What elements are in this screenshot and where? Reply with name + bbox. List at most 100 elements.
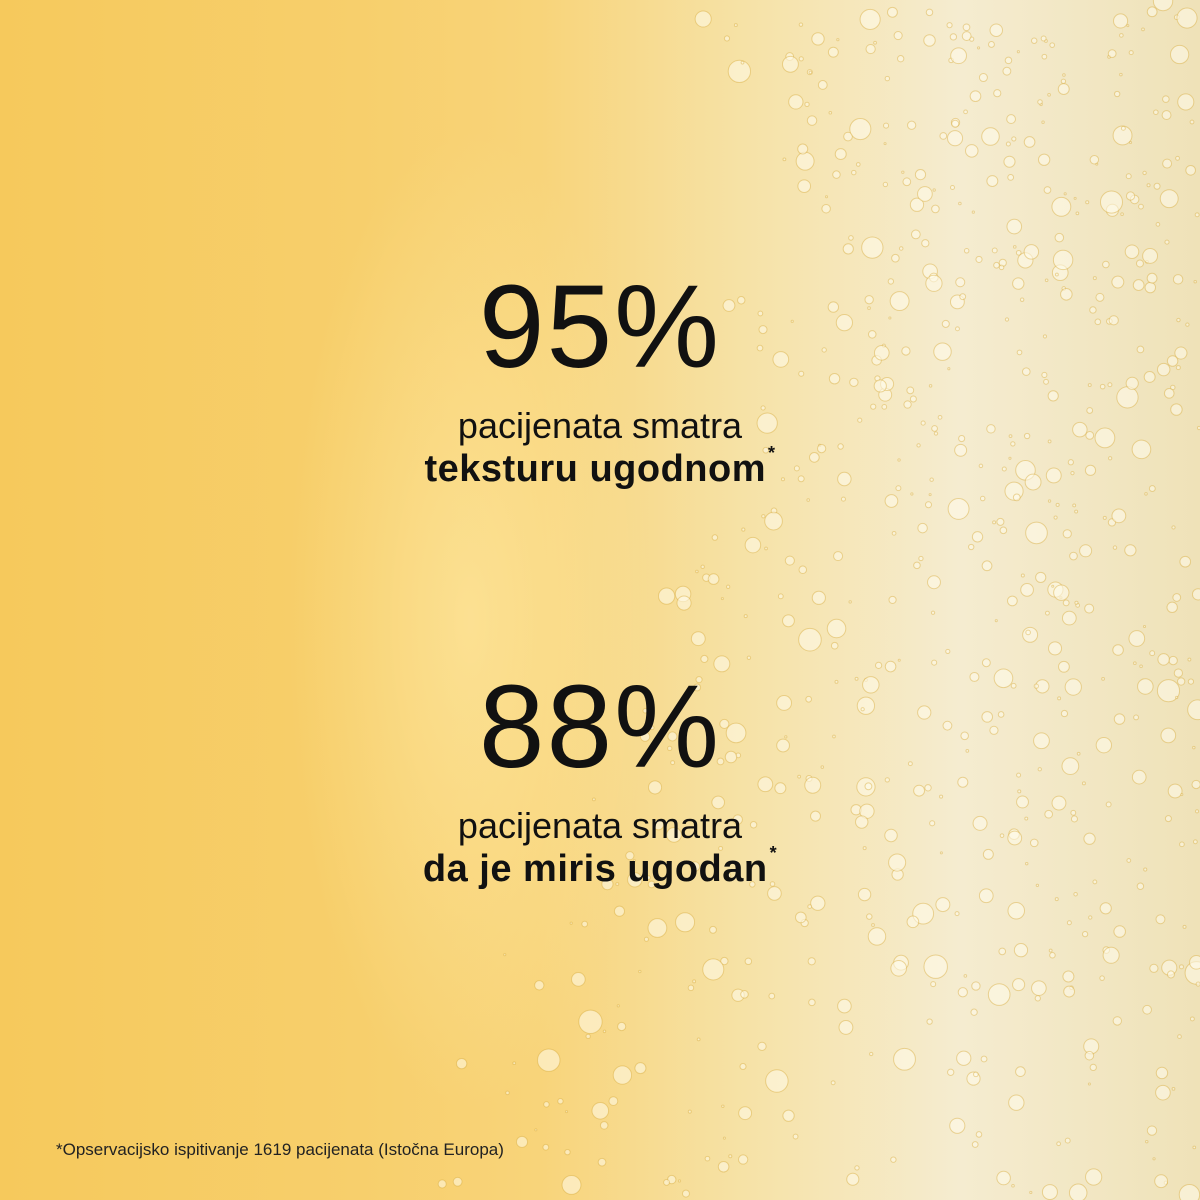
bubble (1154, 183, 1160, 189)
bubble (947, 23, 952, 28)
bubble (892, 254, 900, 262)
bubble (1170, 45, 1188, 63)
bubble (1063, 74, 1066, 77)
bubble (544, 1102, 549, 1107)
bubble (936, 898, 950, 912)
bubble (1112, 509, 1126, 523)
bubble (1167, 602, 1177, 612)
bubble (849, 236, 854, 241)
bubble (1146, 1140, 1148, 1142)
bubble (1163, 159, 1172, 168)
bubble (828, 47, 838, 57)
bubble (740, 1063, 746, 1069)
bubble (701, 565, 704, 568)
bubble (959, 202, 962, 205)
bubble (1090, 156, 1098, 164)
bubble (808, 905, 812, 909)
bubble (1120, 73, 1122, 75)
bubble (1100, 191, 1122, 213)
bubble (695, 11, 711, 27)
bubble (972, 211, 974, 213)
bubble (1085, 604, 1094, 613)
bubble (1113, 546, 1116, 549)
bubble (1021, 574, 1024, 577)
bubble (918, 187, 933, 202)
bubble (812, 591, 825, 604)
bubble (964, 249, 968, 253)
bubble (969, 544, 974, 549)
bubble (891, 1157, 896, 1162)
bubble (1176, 156, 1180, 160)
bubble (972, 532, 982, 542)
bubble (926, 9, 932, 15)
bubble (644, 937, 648, 941)
bubble (849, 601, 851, 603)
bubble (1178, 1035, 1182, 1039)
bubble (1143, 1005, 1152, 1014)
bubble (1014, 944, 1027, 957)
bubble (1089, 916, 1092, 919)
bubble (1044, 187, 1051, 194)
bubble (708, 574, 719, 585)
bubble (862, 237, 883, 258)
bubble (884, 123, 889, 128)
bubble (1005, 57, 1012, 64)
bubble (778, 594, 783, 599)
bubble (513, 1062, 516, 1065)
bubble (994, 90, 1001, 97)
bubble (1069, 1184, 1087, 1200)
bubble (1067, 921, 1071, 925)
stat-caption: pacijenata smatra (0, 804, 1200, 847)
bubble (1125, 545, 1136, 556)
bubble (981, 1056, 987, 1062)
bubble (839, 1021, 853, 1035)
bubble (664, 1179, 670, 1185)
bubble (598, 1158, 606, 1166)
bubble (1026, 522, 1048, 544)
bubble (1172, 1088, 1175, 1091)
bubble (1074, 197, 1076, 199)
bubble (1055, 898, 1058, 901)
bubble (712, 535, 717, 540)
bubble (843, 244, 853, 254)
bubble (933, 189, 935, 191)
bubble (1007, 219, 1022, 234)
bubble (894, 1048, 916, 1070)
bubble (1086, 1169, 1102, 1185)
bubble (1083, 932, 1088, 937)
bubble (950, 34, 956, 40)
bubble (783, 615, 795, 627)
bubble (892, 531, 896, 535)
bubble (1145, 493, 1147, 495)
bubble (693, 980, 696, 983)
bubble (903, 178, 911, 186)
bubble (1006, 142, 1010, 146)
bubble (829, 111, 832, 114)
bubble (1038, 154, 1049, 165)
bubble (924, 955, 947, 978)
bubble (908, 121, 916, 129)
bubble (818, 81, 827, 90)
bubble (946, 649, 950, 653)
bubble (766, 1070, 788, 1092)
bubble (976, 1132, 982, 1138)
bubble (1042, 121, 1044, 123)
bubble (1156, 1067, 1167, 1078)
bubble (982, 561, 992, 571)
bubble (1173, 594, 1181, 602)
stat-emphasis-text: da je miris ugodan (423, 848, 768, 890)
bubble (1165, 240, 1169, 244)
footnote-mark: * (768, 443, 776, 463)
bubble (987, 176, 998, 187)
bubble (1186, 165, 1196, 175)
bubble (1195, 213, 1199, 217)
bubble (1127, 25, 1129, 27)
bubble (948, 498, 969, 519)
bubble (1048, 93, 1051, 96)
bubble (688, 1110, 691, 1113)
bubble (1126, 192, 1134, 200)
bubble (592, 1102, 609, 1119)
bubble (1050, 43, 1055, 48)
bubble (738, 1155, 747, 1164)
bubble (1035, 996, 1040, 1001)
